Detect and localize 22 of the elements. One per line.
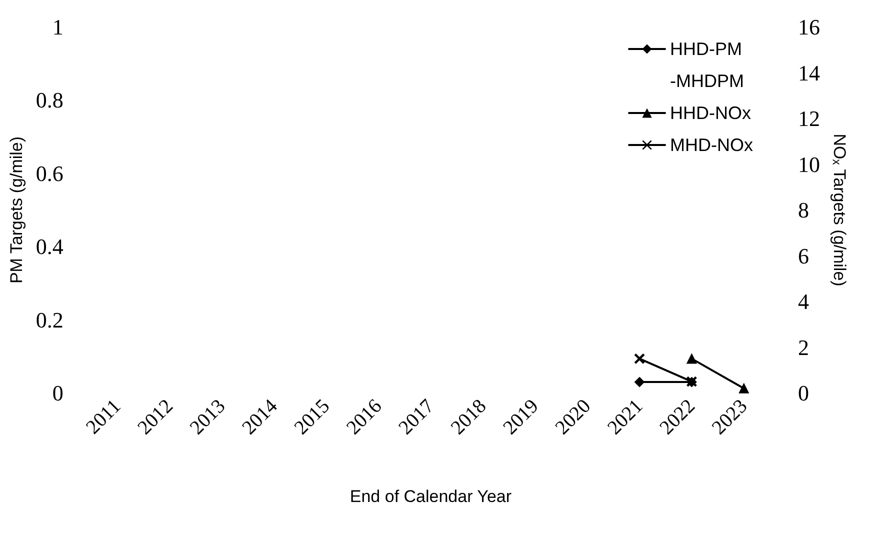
- legend-label: MHD-NOx: [670, 135, 754, 155]
- legend-label: HHD-PM: [670, 39, 742, 59]
- y2-tick-label: 14: [798, 60, 820, 86]
- y2-tick-label: 0: [798, 380, 809, 406]
- y-tick-label: 0.8: [36, 88, 64, 113]
- y-tick-label: 0.2: [36, 307, 64, 332]
- legend-label: -MHDPM: [670, 71, 744, 91]
- y-tick-label: 0.4: [36, 234, 64, 260]
- y2-tick-label: 12: [798, 106, 820, 131]
- y-axis-title: PM Targets (g/mile): [7, 136, 26, 284]
- y2-tick-label: 4: [798, 289, 809, 314]
- y-tick-label: 0.6: [36, 160, 64, 186]
- y2-tick-label: 2: [798, 334, 809, 360]
- y-tick-label: 0: [52, 380, 64, 406]
- y2-tick-label: 16: [798, 14, 820, 40]
- y2-axis-title: NOₓ Targets (g/mile): [830, 134, 849, 286]
- y2-tick-label: 10: [798, 152, 820, 177]
- y2-tick-label: 6: [798, 243, 809, 268]
- x-axis-title: End of Calendar Year: [350, 487, 512, 506]
- legend-label: HHD-NOx: [670, 103, 752, 123]
- y-tick-label: 1: [52, 14, 64, 40]
- y2-tick-label: 8: [798, 198, 809, 222]
